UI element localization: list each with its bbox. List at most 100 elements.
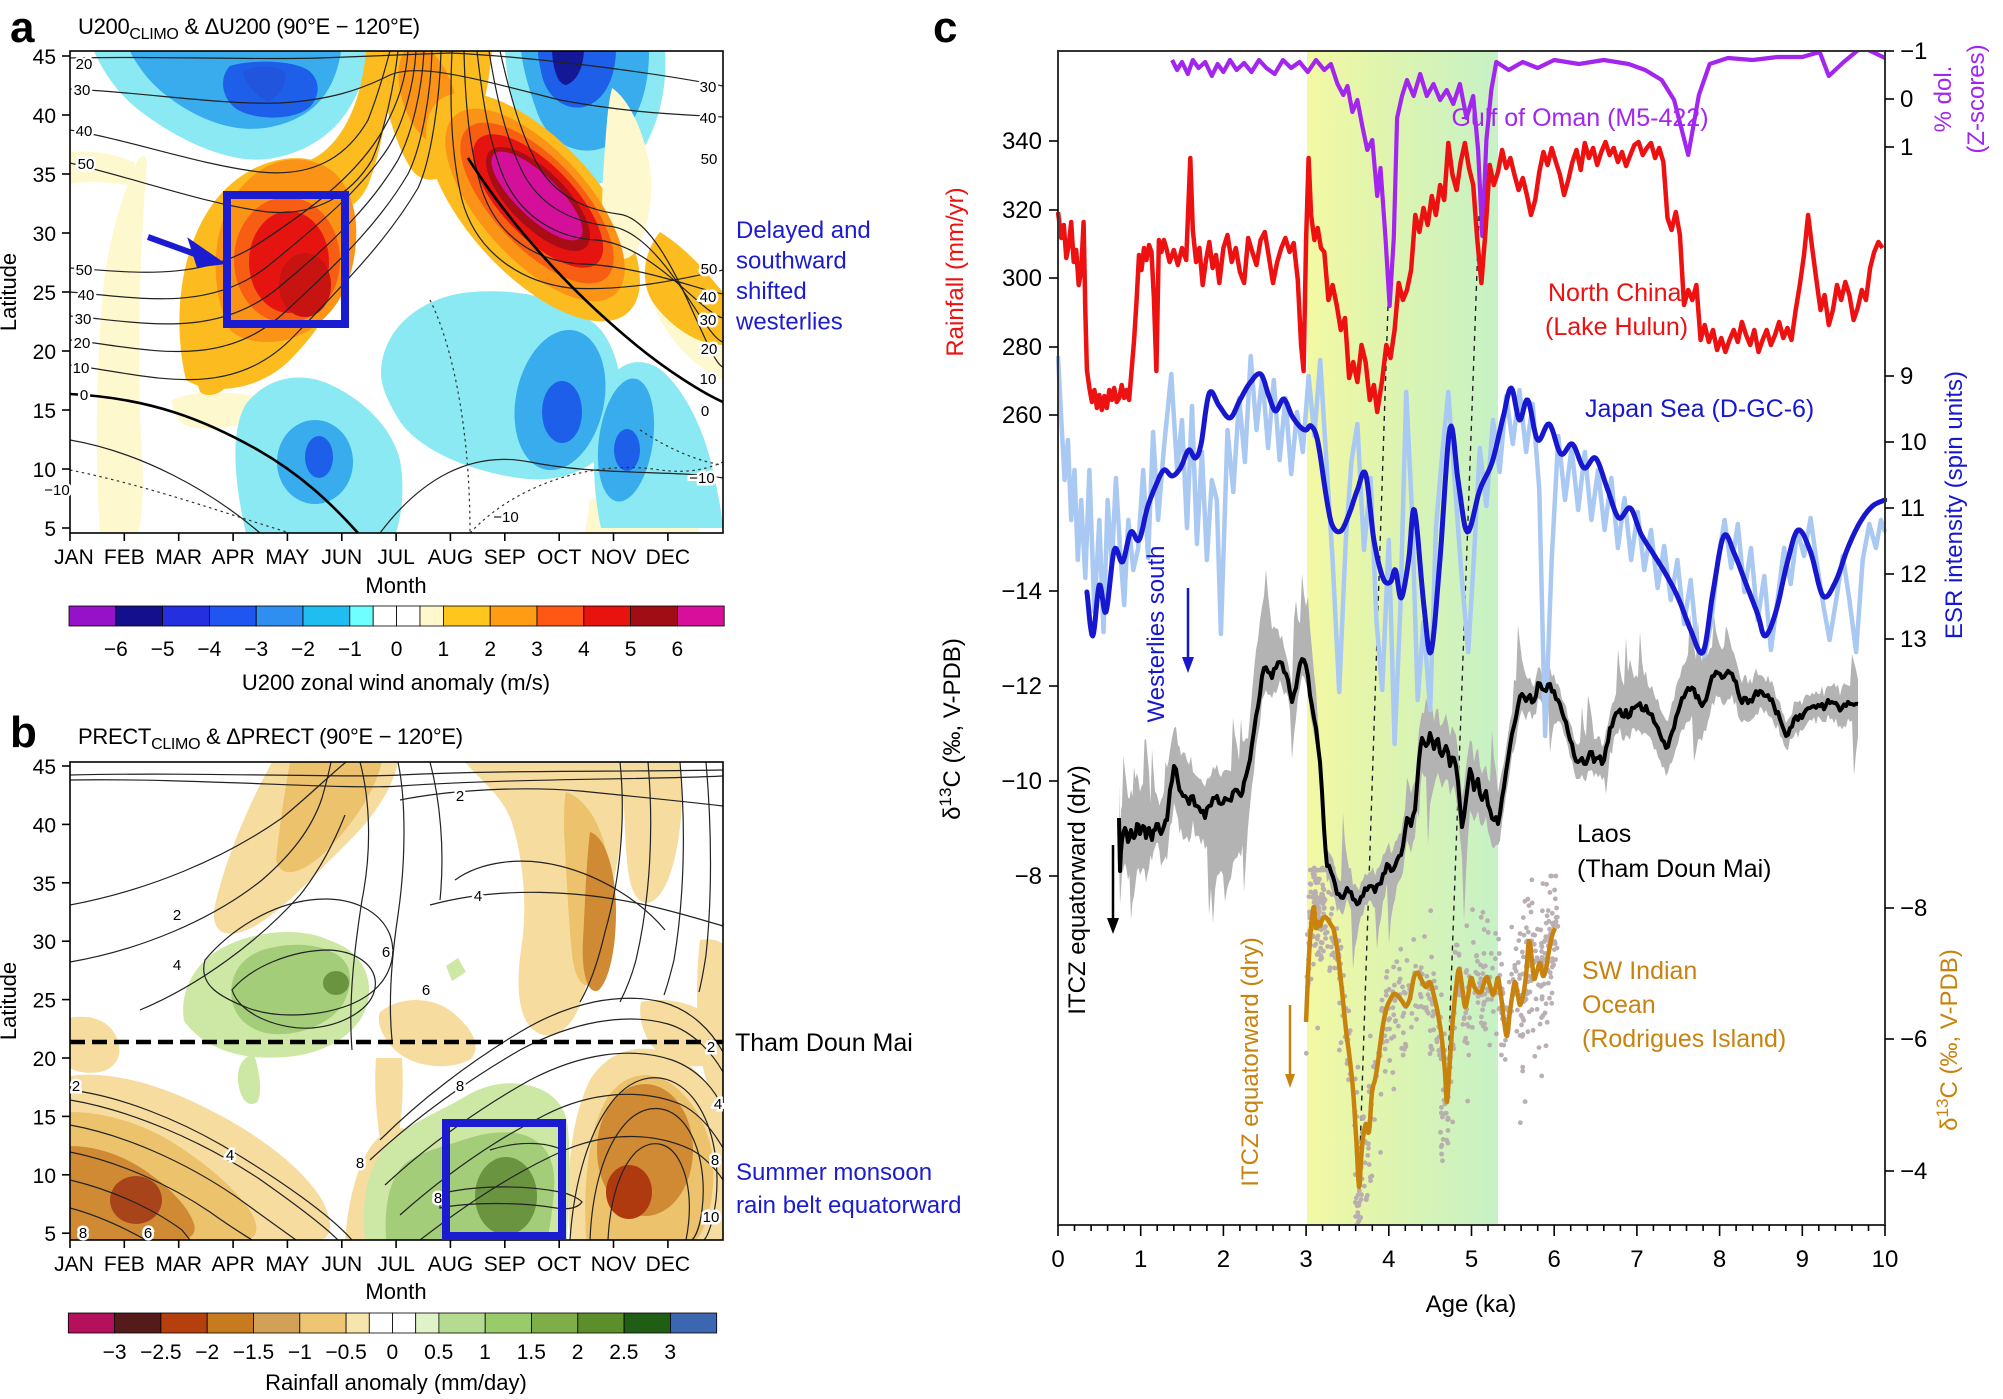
- svg-text:15: 15: [33, 400, 56, 423]
- svg-text:15: 15: [33, 1106, 56, 1129]
- svg-text:Westerlies south: Westerlies south: [1143, 546, 1170, 723]
- svg-text:0: 0: [80, 387, 88, 404]
- svg-text:Age (ka): Age (ka): [1426, 1291, 1517, 1318]
- svg-text:APR: APR: [211, 1253, 254, 1276]
- svg-text:20: 20: [701, 341, 718, 358]
- svg-text:3: 3: [531, 638, 543, 661]
- svg-text:ESR intensity (spin units): ESR intensity (spin units): [1941, 371, 1968, 639]
- svg-text:8: 8: [711, 1152, 719, 1169]
- svg-text:2: 2: [572, 1341, 584, 1364]
- svg-text:8: 8: [79, 1225, 87, 1242]
- svg-text:DEC: DEC: [646, 546, 690, 569]
- svg-text:NOV: NOV: [591, 546, 637, 569]
- svg-text:−8: −8: [1900, 895, 1927, 922]
- svg-text:10: 10: [33, 1165, 56, 1188]
- svg-text:8: 8: [434, 1190, 442, 1207]
- svg-text:FEB: FEB: [104, 546, 145, 569]
- svg-text:JAN: JAN: [54, 1253, 94, 1276]
- svg-text:Delayed and: Delayed and: [736, 217, 871, 244]
- svg-text:8: 8: [456, 1078, 464, 1095]
- svg-text:4: 4: [1382, 1246, 1395, 1273]
- svg-text:U200CLIMO & ΔU200 (90°E − 120°: U200CLIMO & ΔU200 (90°E − 120°E): [78, 14, 420, 43]
- svg-text:−10: −10: [44, 482, 69, 499]
- svg-text:Ocean: Ocean: [1582, 991, 1656, 1019]
- svg-text:Gulf of Oman (M5-422): Gulf of Oman (M5-422): [1451, 104, 1708, 132]
- svg-text:−1.5: −1.5: [233, 1341, 274, 1364]
- svg-text:PRECTCLIMO & ΔPRECT (90°E − 12: PRECTCLIMO & ΔPRECT (90°E − 120°E): [78, 724, 463, 753]
- svg-text:30: 30: [700, 312, 717, 329]
- svg-text:340: 340: [1002, 128, 1042, 155]
- svg-text:Latitude: Latitude: [0, 962, 21, 1040]
- svg-text:40: 40: [33, 105, 56, 128]
- svg-text:−4: −4: [197, 638, 221, 661]
- svg-text:6: 6: [1548, 1246, 1561, 1273]
- svg-text:10: 10: [700, 371, 717, 388]
- svg-text:7: 7: [1630, 1246, 1643, 1273]
- svg-text:40: 40: [78, 287, 95, 304]
- svg-text:−10: −10: [1001, 768, 1042, 795]
- svg-text:4: 4: [474, 888, 482, 905]
- svg-text:−8: −8: [1015, 863, 1042, 890]
- svg-text:3: 3: [1299, 1246, 1312, 1273]
- svg-text:(Rodrigues Island): (Rodrigues Island): [1582, 1025, 1786, 1053]
- svg-text:NOV: NOV: [591, 1253, 637, 1276]
- svg-text:320: 320: [1002, 197, 1042, 224]
- svg-text:2: 2: [707, 1039, 715, 1056]
- svg-text:3: 3: [664, 1341, 676, 1364]
- svg-text:20: 20: [74, 335, 91, 352]
- svg-text:25: 25: [33, 990, 56, 1013]
- svg-text:% dol.: % dol.: [1930, 66, 1957, 133]
- svg-text:−2: −2: [195, 1341, 219, 1364]
- svg-text:50: 50: [76, 262, 93, 279]
- svg-text:−1: −1: [338, 638, 362, 661]
- svg-text:260: 260: [1002, 402, 1042, 429]
- svg-text:280: 280: [1002, 334, 1042, 361]
- svg-text:2: 2: [1217, 1246, 1230, 1273]
- svg-text:5: 5: [1465, 1246, 1478, 1273]
- svg-text:0.5: 0.5: [424, 1341, 453, 1364]
- svg-text:11: 11: [1900, 495, 1925, 522]
- svg-text:−14: −14: [1001, 578, 1042, 605]
- svg-text:JUL: JUL: [377, 546, 414, 569]
- svg-text:8: 8: [1713, 1246, 1726, 1273]
- svg-text:DEC: DEC: [646, 1253, 690, 1276]
- svg-text:0: 0: [1900, 86, 1913, 113]
- svg-text:U200 zonal wind anomaly (m/s): U200 zonal wind anomaly (m/s): [242, 670, 550, 695]
- svg-text:−0.5: −0.5: [325, 1341, 366, 1364]
- svg-text:Laos: Laos: [1577, 820, 1631, 848]
- svg-text:SEP: SEP: [484, 546, 526, 569]
- svg-text:0: 0: [387, 1341, 399, 1364]
- svg-text:1: 1: [1900, 134, 1913, 161]
- svg-text:ITCZ equatorward (dry): ITCZ equatorward (dry): [1064, 765, 1091, 1014]
- svg-text:−3: −3: [244, 638, 268, 661]
- svg-text:8: 8: [356, 1155, 364, 1172]
- svg-text:2: 2: [173, 907, 181, 924]
- svg-text:−5: −5: [151, 638, 175, 661]
- svg-text:MAY: MAY: [265, 1253, 309, 1276]
- svg-text:Summer monsoon: Summer monsoon: [736, 1159, 932, 1186]
- svg-text:MAR: MAR: [155, 1253, 202, 1276]
- svg-text:10: 10: [1872, 1246, 1899, 1273]
- svg-text:0: 0: [1051, 1246, 1064, 1273]
- svg-text:JUN: JUN: [321, 1253, 362, 1276]
- svg-text:JUN: JUN: [321, 546, 362, 569]
- svg-text:45: 45: [33, 756, 56, 779]
- svg-text:35: 35: [33, 164, 56, 187]
- svg-text:4: 4: [226, 1147, 234, 1164]
- svg-text:2: 2: [456, 788, 464, 805]
- svg-text:10: 10: [1900, 429, 1927, 456]
- svg-text:2.5: 2.5: [609, 1341, 638, 1364]
- svg-text:c: c: [933, 3, 957, 52]
- svg-text:1: 1: [1134, 1246, 1147, 1273]
- svg-text:5: 5: [44, 1223, 56, 1246]
- svg-text:North China: North China: [1548, 279, 1681, 307]
- svg-text:300: 300: [1002, 265, 1042, 292]
- svg-text:0: 0: [701, 403, 709, 420]
- svg-text:−3: −3: [103, 1341, 127, 1364]
- svg-text:ITCZ equatorward (dry): ITCZ equatorward (dry): [1237, 937, 1264, 1186]
- svg-text:6: 6: [144, 1225, 152, 1242]
- svg-text:40: 40: [700, 289, 717, 306]
- svg-text:10: 10: [73, 360, 90, 377]
- svg-text:20: 20: [33, 1048, 56, 1071]
- svg-text:30: 30: [700, 79, 717, 96]
